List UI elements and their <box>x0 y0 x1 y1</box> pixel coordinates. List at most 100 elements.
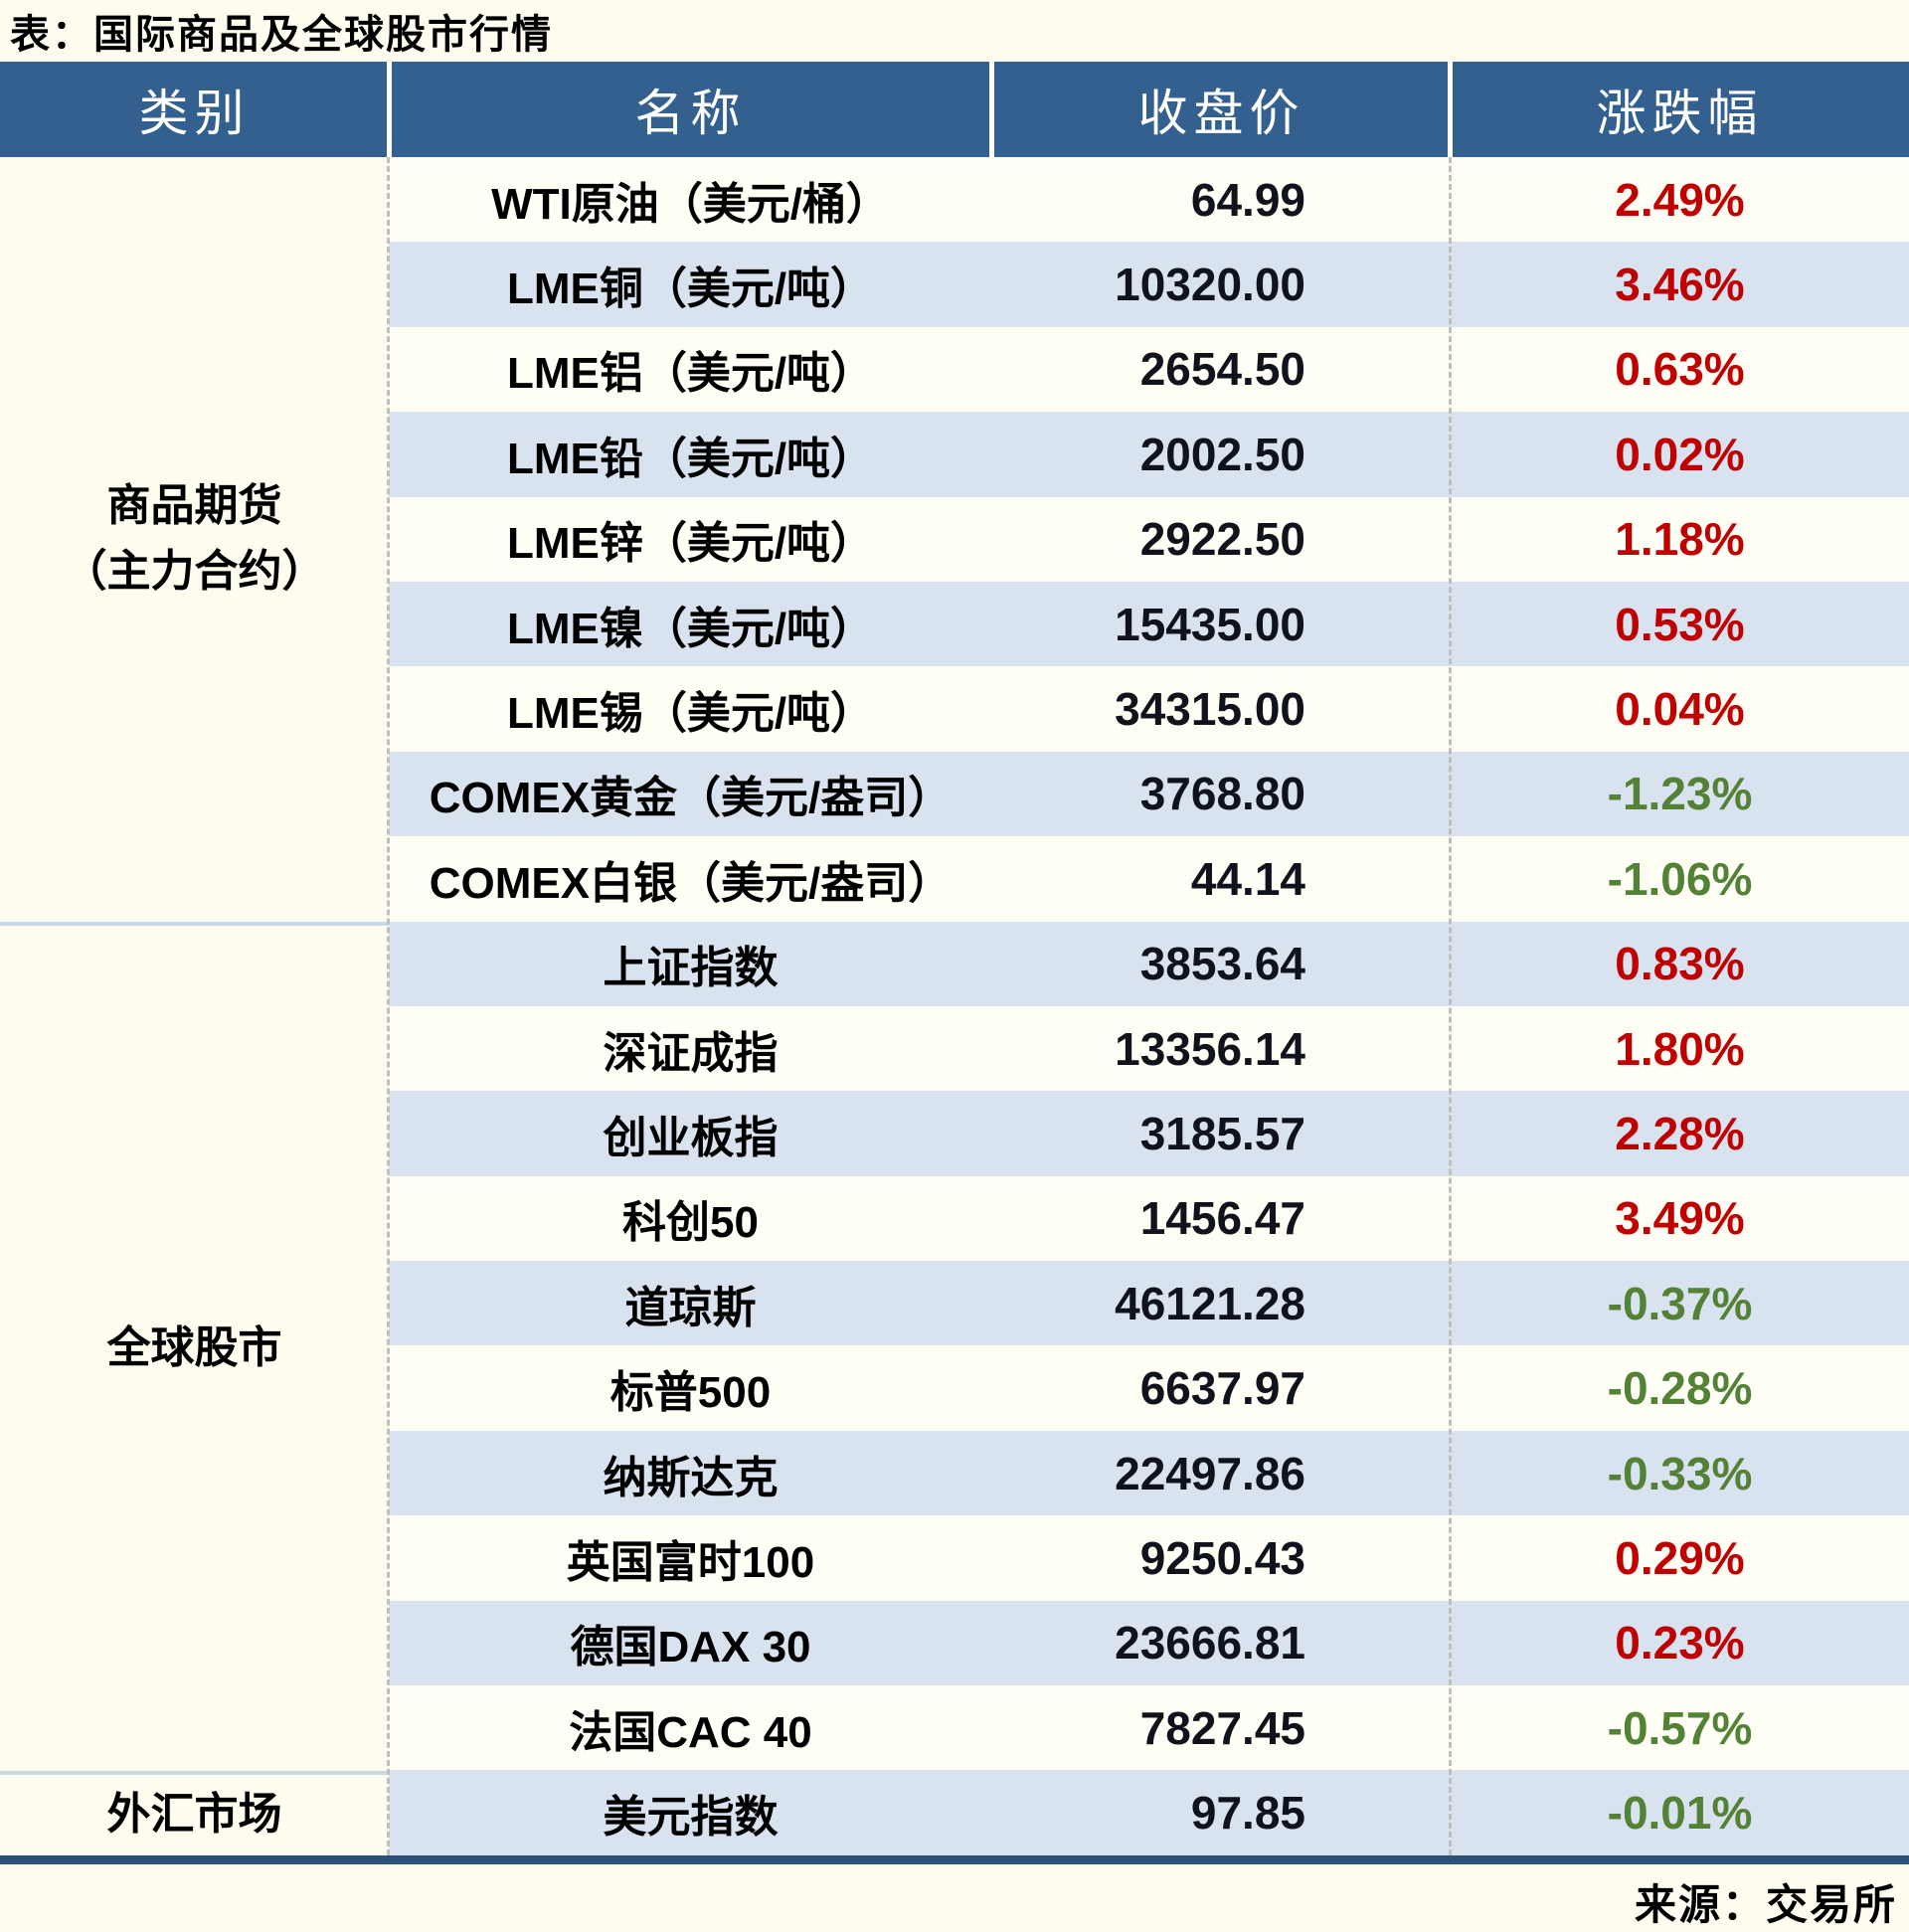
category-cell: 全球股市 <box>0 921 389 1771</box>
header-cell-change: 涨跌幅 <box>1596 86 1764 141</box>
close-price: 97.85 <box>1190 1787 1305 1840</box>
table-row: 德国DAX 30 23666.81 0.23% <box>389 1600 1909 1686</box>
table-row: WTI原油（美元/桶） 64.99 2.49% <box>389 157 1909 243</box>
header-cell-name: 名称 <box>634 86 747 141</box>
instrument-name: LME锌（美元/吨） <box>506 519 875 569</box>
header-cell-category: 类别 <box>138 86 251 141</box>
table-title: 表：国际商品及全球股市行情 <box>10 13 553 57</box>
header-separator <box>1448 62 1453 157</box>
category-column: 商品期货 （主力合约） 全球股市外汇市场 <box>0 157 389 1855</box>
close-price: 3185.57 <box>1139 1107 1305 1159</box>
table-row: 美元指数 97.85 -0.01% <box>389 1770 1909 1855</box>
category-label: 全球股市 <box>106 1322 282 1372</box>
table-row: 深证成指 13356.14 1.80% <box>389 1005 1909 1092</box>
instrument-name: 标普500 <box>609 1368 772 1418</box>
table-row: 上证指数 3853.64 0.83% <box>389 921 1909 1006</box>
close-price: 3768.80 <box>1139 768 1305 820</box>
instrument-name: LME铅（美元/吨） <box>506 434 875 483</box>
change-percent: 0.04% <box>1615 683 1745 736</box>
instrument-name: 创业板指 <box>603 1113 779 1162</box>
table-row: 创业板指 3185.57 2.28% <box>389 1091 1909 1176</box>
close-price: 44.14 <box>1190 852 1305 905</box>
table-row: COMEX黄金（美元/盎司） 3768.80 -1.23% <box>389 751 1909 837</box>
close-price: 15435.00 <box>1115 598 1305 650</box>
change-percent: 2.49% <box>1615 173 1745 226</box>
close-price: 34315.00 <box>1115 683 1305 736</box>
change-percent: 0.02% <box>1615 428 1745 480</box>
column-divider-dashed <box>387 157 390 1855</box>
close-price: 23666.81 <box>1115 1617 1305 1669</box>
column-divider-dashed <box>1449 157 1452 1855</box>
change-percent: -0.33% <box>1607 1447 1753 1499</box>
table-row: 英国富时100 9250.43 0.29% <box>389 1515 1909 1601</box>
close-price: 10320.00 <box>1115 259 1305 311</box>
change-percent: 2.28% <box>1615 1107 1745 1159</box>
close-price: 3853.64 <box>1139 938 1305 990</box>
category-cell: 商品期货 （主力合约） <box>0 157 389 922</box>
table-row: 标普500 6637.97 -0.28% <box>389 1345 1909 1431</box>
instrument-name: 深证成指 <box>603 1028 779 1078</box>
change-percent: 1.18% <box>1615 513 1745 566</box>
close-price: 6637.97 <box>1139 1362 1305 1415</box>
change-percent: 0.23% <box>1615 1617 1745 1669</box>
table-row: 纳斯达克 22497.86 -0.33% <box>389 1430 1909 1516</box>
close-price: 13356.14 <box>1115 1022 1305 1075</box>
instrument-name: 英国富时100 <box>566 1537 815 1587</box>
instrument-name: COMEX黄金（美元/盎司） <box>429 774 953 823</box>
change-percent: 3.46% <box>1615 259 1745 311</box>
change-percent: -0.37% <box>1607 1277 1753 1329</box>
table-header-row: 类别 名称 收盘价 涨跌幅 <box>0 62 1909 157</box>
table-row: LME锌（美元/吨） 2922.50 1.18% <box>389 496 1909 582</box>
source-note: 来源：交易所 <box>1634 1881 1897 1928</box>
change-percent: 0.53% <box>1615 598 1745 650</box>
category-cell: 外汇市场 <box>0 1770 389 1855</box>
change-percent: 0.63% <box>1615 343 1745 396</box>
instrument-name: 科创50 <box>622 1198 759 1248</box>
instrument-name: LME镍（美元/吨） <box>506 604 875 653</box>
change-percent: 3.49% <box>1615 1192 1745 1245</box>
instrument-name: LME锡（美元/吨） <box>506 689 875 739</box>
table-body: WTI原油（美元/桶） 64.99 2.49% LME铜（美元/吨） 10320.00 3… <box>389 157 1909 1855</box>
table-row: LME铜（美元/吨） 10320.00 3.46% <box>389 242 1909 327</box>
instrument-name: 美元指数 <box>603 1793 779 1843</box>
instrument-name: WTI原油（美元/桶） <box>491 179 890 229</box>
close-price: 46121.28 <box>1115 1277 1305 1329</box>
category-label: 商品期货 <box>106 481 282 531</box>
change-percent: -0.28% <box>1607 1362 1753 1415</box>
instrument-name: 上证指数 <box>603 944 779 993</box>
category-label: （主力合约） <box>63 547 326 597</box>
close-price: 22497.86 <box>1115 1447 1305 1499</box>
header-separator <box>989 62 994 157</box>
instrument-name: 纳斯达克 <box>603 1453 779 1502</box>
instrument-name: 道琼斯 <box>624 1283 757 1332</box>
close-price: 64.99 <box>1190 173 1305 226</box>
header-cell-close: 收盘价 <box>1137 86 1305 141</box>
table-row: LME铝（美元/吨） 2654.50 0.63% <box>389 326 1909 413</box>
close-price: 2002.50 <box>1139 428 1305 480</box>
table-row: LME镍（美元/吨） 15435.00 0.53% <box>389 581 1909 667</box>
change-percent: -0.57% <box>1607 1701 1753 1754</box>
change-percent: -1.06% <box>1607 852 1753 905</box>
instrument-name: 德国DAX 30 <box>570 1623 811 1672</box>
instrument-name: LME铜（美元/吨） <box>506 264 875 314</box>
instrument-name: LME铝（美元/吨） <box>506 349 875 399</box>
header-separator <box>387 62 392 157</box>
close-price: 2654.50 <box>1139 343 1305 396</box>
table-row: 道琼斯 46121.28 -0.37% <box>389 1261 1909 1346</box>
change-percent: -1.23% <box>1607 768 1753 820</box>
change-percent: 0.83% <box>1615 938 1745 990</box>
table-row: 科创50 1456.47 3.49% <box>389 1175 1909 1262</box>
close-price: 2922.50 <box>1139 513 1305 566</box>
table-row: LME锡（美元/吨） 34315.00 0.04% <box>389 666 1909 752</box>
table-row: COMEX白银（美元/盎司） 44.14 -1.06% <box>389 836 1909 922</box>
instrument-name: 法国CAC 40 <box>569 1707 812 1757</box>
close-price: 7827.45 <box>1139 1701 1305 1754</box>
close-price: 1456.47 <box>1139 1192 1305 1245</box>
category-label: 外汇市场 <box>106 1790 282 1840</box>
close-price: 9250.43 <box>1139 1531 1305 1584</box>
table-row: LME铅（美元/吨） 2002.50 0.02% <box>389 412 1909 497</box>
change-percent: 1.80% <box>1615 1022 1745 1075</box>
change-percent: 0.29% <box>1615 1531 1745 1584</box>
instrument-name: COMEX白银（美元/盎司） <box>429 858 953 908</box>
